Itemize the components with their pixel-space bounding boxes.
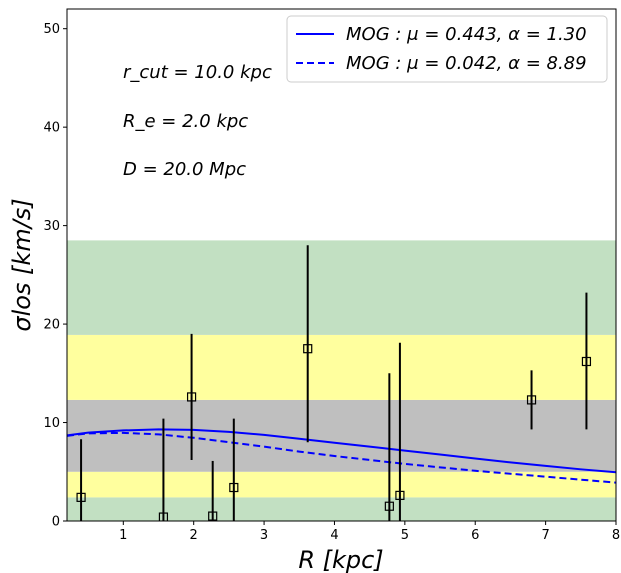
band-1 — [67, 471, 616, 498]
data-point-7 — [395, 490, 405, 500]
x-axis-title: R [kpc] — [298, 546, 383, 573]
x-tick-label: 8 — [612, 528, 620, 543]
data-point-0 — [76, 492, 86, 502]
data-point-2 — [186, 392, 197, 402]
legend-box — [286, 15, 608, 83]
legend: MOG : μ = 0.443, α = 1.30 MOG : μ = 0.04… — [286, 15, 608, 83]
y-tick-label: 0 — [52, 515, 60, 530]
data-point-8 — [526, 395, 537, 405]
band-0 — [67, 497, 616, 521]
data-point-4 — [229, 482, 239, 493]
x-tick-label: 3 — [260, 528, 268, 543]
legend-label-solid: MOG : μ = 0.443, α = 1.30 — [346, 24, 587, 45]
data-point-6 — [384, 501, 394, 511]
x-tick-label: 6 — [471, 528, 479, 543]
y-tick-label: 40 — [43, 121, 60, 136]
data-point-5 — [303, 344, 313, 354]
plot-frame — [66, 8, 617, 522]
band-2 — [67, 399, 616, 472]
x-tick-label: 1 — [119, 528, 127, 543]
x-tick-label: 2 — [190, 528, 198, 543]
data-point-3 — [208, 511, 218, 521]
x-tick-label: 5 — [401, 528, 409, 543]
band-4 — [67, 240, 616, 335]
series-line-dashed — [67, 431, 616, 484]
annotation-re: R_e = 2.0 kpc — [123, 111, 248, 132]
y-axis-title: σlos [km/s] — [8, 198, 36, 331]
series-line-solid — [67, 428, 616, 474]
y-tick-label: 10 — [43, 416, 60, 431]
band-3 — [67, 334, 616, 400]
y-tick-label: 30 — [43, 219, 60, 234]
data-point-1 — [158, 512, 169, 521]
legend-label-dashed: MOG : μ = 0.042, α = 8.89 — [346, 53, 587, 74]
y-tick-label: 20 — [43, 318, 60, 333]
annotation-distance: D = 20.0 Mpc — [123, 159, 246, 180]
annotation-rcut: r_cut = 10.0 kpc — [123, 62, 272, 83]
y-tick-label: 50 — [43, 22, 60, 37]
x-tick-label: 4 — [330, 528, 338, 543]
x-tick-label: 7 — [541, 528, 549, 543]
data-point-9 — [581, 356, 592, 367]
